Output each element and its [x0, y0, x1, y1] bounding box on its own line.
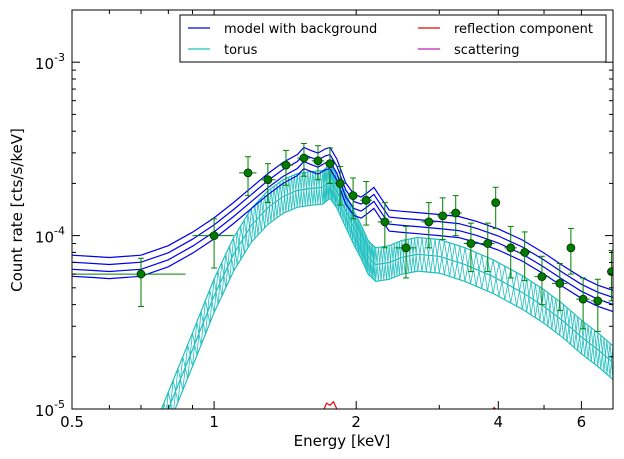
- legend-label: model with background: [224, 22, 377, 37]
- data-point: [437, 197, 449, 240]
- legend-frame: [179, 14, 607, 63]
- data-point: [377, 202, 392, 249]
- data-point: [576, 277, 590, 330]
- y-tick-label: 10 -5: [35, 398, 65, 420]
- data-marker: [361, 195, 371, 205]
- y-tick-exponent: -4: [54, 225, 65, 238]
- data-point: [239, 156, 257, 197]
- data-point: [504, 225, 517, 279]
- torus-line: [167, 180, 613, 409]
- y-tick-labels: 10-510-410-3: [35, 51, 65, 420]
- data-marker: [491, 198, 501, 207]
- torus-hatch-line: [163, 402, 166, 409]
- data-marker: [325, 159, 335, 169]
- data-point: [395, 225, 417, 279]
- x-axis-label: Energy [keV]: [294, 432, 391, 450]
- x-tick-label: 6: [577, 413, 587, 431]
- y-tick-exponent: -5: [54, 398, 65, 411]
- torus-hatch-line: [155, 413, 159, 457]
- data-point: [517, 231, 532, 282]
- data-point: [297, 142, 311, 177]
- y-tick-base: 10: [35, 55, 54, 73]
- data-marker: [281, 160, 291, 170]
- data-point: [449, 195, 462, 237]
- data-point: [552, 263, 568, 311]
- data-marker: [299, 153, 309, 163]
- data-marker: [313, 156, 323, 166]
- data-marker: [243, 168, 253, 178]
- legend-entry: reflection component: [418, 22, 593, 37]
- data-marker: [593, 296, 603, 306]
- data-marker: [451, 208, 461, 218]
- legend-entry: torus: [188, 43, 258, 58]
- legend: model with background torus reflection com…: [179, 14, 607, 63]
- x-tick-label: 0.5: [60, 413, 84, 431]
- data-marker: [263, 175, 273, 185]
- torus-line: [174, 197, 613, 409]
- torus-hatch-line: [147, 444, 151, 459]
- data-marker: [438, 211, 448, 221]
- x-tick-label: 4: [494, 413, 504, 431]
- data-point: [566, 227, 576, 275]
- legend-entry: model with background: [188, 22, 377, 37]
- torus-band: [147, 163, 613, 459]
- data-point: [491, 186, 501, 229]
- data-point: [259, 163, 276, 204]
- data-marker: [466, 239, 476, 248]
- plot-frame: [71, 9, 614, 410]
- data-marker: [555, 279, 565, 288]
- data-marker: [520, 248, 530, 257]
- data-point: [192, 218, 234, 269]
- data-point: [463, 222, 478, 273]
- axes-box: [71, 9, 614, 410]
- legend-label: scattering: [454, 43, 520, 58]
- data-marker: [335, 179, 345, 188]
- x-tick-label: 2: [351, 413, 361, 431]
- data-point: [534, 255, 550, 306]
- reflection-component-line: [323, 400, 338, 409]
- torus-hatch-line: [160, 413, 164, 436]
- legend-label: reflection component: [454, 22, 593, 37]
- data-point: [360, 181, 372, 226]
- legend-entry: scattering: [418, 43, 520, 58]
- legend-label: torus: [224, 43, 258, 58]
- data-marker: [209, 231, 219, 240]
- torus-line: [160, 163, 613, 409]
- x-tick-label: 1: [209, 413, 219, 431]
- data-point: [590, 278, 605, 332]
- data-point: [347, 177, 359, 220]
- data-point: [278, 149, 294, 186]
- data-point: [324, 147, 336, 184]
- y-axis-label: Count rate [cts/s/keV]: [8, 128, 26, 292]
- data-marker: [348, 191, 358, 201]
- data-marker: [136, 269, 146, 279]
- data-point: [421, 202, 436, 249]
- torus-hatch-line: [151, 434, 155, 457]
- torus-hatch-line: [166, 392, 169, 409]
- y-tick-base: 10: [35, 402, 54, 420]
- data-marker: [578, 294, 588, 304]
- data-points: [72, 142, 613, 332]
- y-tick-base: 10: [35, 229, 54, 247]
- data-marker: [483, 239, 493, 248]
- torus-hatch-line: [155, 424, 159, 447]
- axis-ticks: [71, 9, 614, 410]
- data-marker: [424, 217, 434, 227]
- data-point: [334, 166, 346, 206]
- data-point: [311, 145, 325, 181]
- torus-hatch-line: [151, 424, 155, 459]
- data-point: [480, 222, 495, 273]
- data-marker: [506, 243, 516, 253]
- torus-hatch-line: [147, 434, 151, 459]
- data-marker: [566, 243, 576, 253]
- x-tick-labels: 0.5 1 2 4 6: [60, 413, 586, 431]
- data-marker: [401, 243, 411, 253]
- data-marker: [537, 272, 547, 282]
- y-tick-exponent: -3: [54, 51, 65, 64]
- y-tick-label: 10 -3: [35, 51, 65, 73]
- data-point: [72, 257, 186, 308]
- y-tick-label: 10 -4: [35, 225, 65, 247]
- data-marker: [380, 217, 390, 227]
